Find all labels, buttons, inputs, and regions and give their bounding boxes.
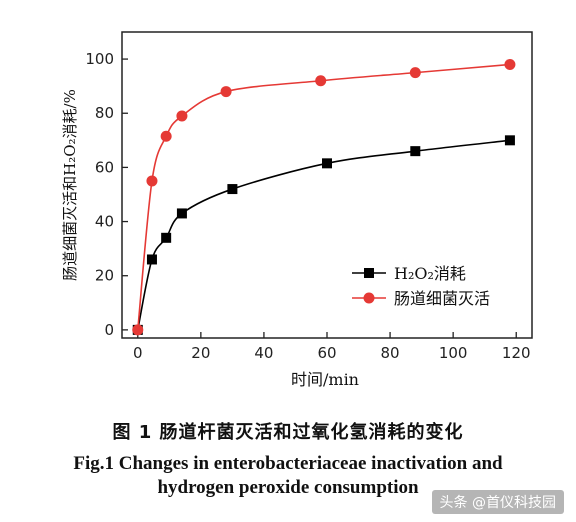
figure-caption-chinese: 图 1 肠道杆菌灭活和过氧化氢消耗的变化 <box>112 422 464 443</box>
data-point-circle <box>176 110 188 122</box>
x-tick-label: 40 <box>254 344 273 362</box>
legend-marker-square <box>364 268 374 278</box>
x-axis-label: 时间/min <box>291 370 359 389</box>
x-tick-label: 0 <box>133 344 143 362</box>
data-point-circle <box>409 67 421 79</box>
figure-caption-english-line1: Fig.1 Changes in enterobacteriaceae inac… <box>73 453 503 474</box>
data-point-square <box>504 135 515 146</box>
y-tick-label: 100 <box>85 50 114 68</box>
y-axis-label: 肠道细菌灭活和H₂O₂消耗/% <box>61 89 79 281</box>
legend-marker-circle <box>363 292 375 304</box>
data-point-square <box>410 146 421 157</box>
y-tick-label: 0 <box>104 321 114 339</box>
figure-caption-english: Fig.1 Changes in enterobacteriaceae inac… <box>0 452 576 500</box>
watermark: 头条 @首仪科技园 <box>431 490 564 514</box>
plot-axes: 0 20 40 60 80 100 120 0 20 40 60 80 100 <box>85 31 533 362</box>
figure-caption-english-line2: hydrogen peroxide consumption <box>157 477 419 498</box>
legend-label: H₂O₂消耗 <box>394 264 466 283</box>
data-point-square <box>322 158 332 169</box>
series-layer <box>132 58 516 336</box>
data-point-circle <box>220 86 232 98</box>
data-point-circle <box>132 324 144 336</box>
data-point-square <box>146 254 157 265</box>
y-tick-label: 80 <box>95 104 114 122</box>
data-point-circle <box>504 58 516 70</box>
series-bacteria-inactivation <box>132 58 516 336</box>
x-tick-label: 20 <box>191 344 210 362</box>
x-tick-label: 120 <box>502 344 531 362</box>
y-tick-label: 20 <box>95 267 114 285</box>
data-point-circle <box>315 75 327 87</box>
legend-label: 肠道细菌灭活 <box>394 289 490 308</box>
data-point-square <box>176 208 187 219</box>
y-tick-label: 40 <box>95 213 114 231</box>
x-tick-label: 80 <box>381 344 400 362</box>
data-point-circle <box>160 130 172 142</box>
data-point-circle <box>146 175 158 187</box>
x-tick-label: 60 <box>317 344 336 362</box>
x-tick-label: 100 <box>439 344 468 362</box>
data-point-square <box>227 184 238 195</box>
data-point-square <box>161 232 172 243</box>
y-tick-label: 60 <box>95 158 114 176</box>
